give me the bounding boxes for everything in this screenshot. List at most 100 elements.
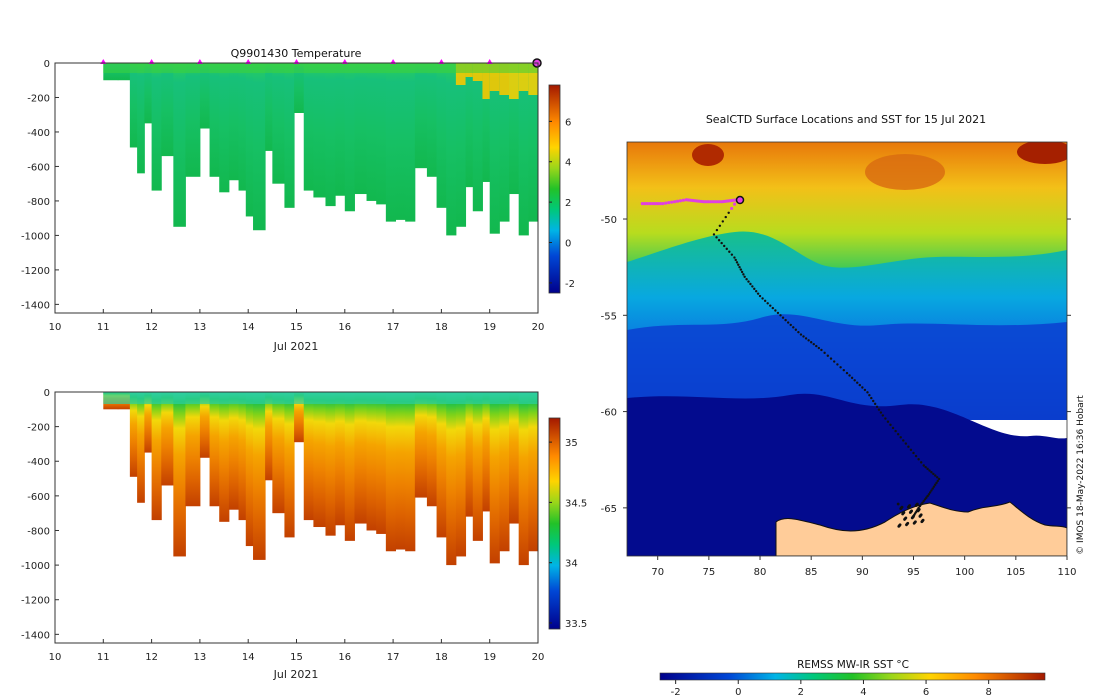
temperature-warm-cap: [455, 63, 467, 85]
seal-cluster-point: [900, 505, 904, 509]
seal-track-point: [776, 311, 780, 315]
salinity-profile-column: [238, 392, 247, 521]
seal-track-point: [711, 200, 715, 204]
seal-track-point: [909, 448, 913, 452]
seal-track-point: [756, 292, 760, 295]
salinity-colorbar-ticks: 33.5 34 34.5 35: [549, 438, 587, 630]
salinity-ytick-label: 0: [44, 388, 50, 399]
map-axes-frame: [626, 141, 1068, 557]
seal-track-point: [922, 499, 925, 503]
map-ytick-label: -50: [601, 215, 617, 226]
seal-track-point: [850, 376, 854, 380]
salinity-profile-column: [265, 392, 273, 481]
seal-track-point: [932, 472, 935, 476]
seal-track-point: [715, 228, 719, 232]
salinity-profile-column: [284, 392, 295, 538]
temperature-profile-column: [265, 63, 273, 151]
map-ytick-label: -55: [601, 311, 617, 322]
seal-track-point: [812, 342, 815, 346]
seal-track-point: [761, 297, 764, 300]
seal-track-point: [926, 494, 929, 498]
seal-track-point: [743, 275, 746, 278]
seal-track-point: [789, 323, 792, 327]
seal-track-point: [868, 394, 871, 397]
seal-track-point: [912, 451, 915, 455]
seal-track-point: [863, 388, 867, 392]
seal-track-point: [884, 417, 887, 420]
seal-track-point: [784, 318, 787, 322]
salinity-profile-column: [366, 392, 377, 531]
salinity-xtick-label: 16: [338, 652, 351, 663]
temperature-profile-column: [137, 63, 145, 174]
salinity-profile-column: [482, 392, 491, 512]
seal-track-point: [730, 206, 734, 211]
antarctica-land: [775, 501, 1067, 556]
salinity-profile-column: [518, 392, 529, 566]
seal-track-point: [702, 200, 706, 204]
seal-track-point: [936, 479, 940, 483]
seal-track-point: [861, 386, 864, 389]
seal-track-point: [817, 346, 821, 350]
seal-track-point: [794, 328, 798, 331]
seal-track-point: [904, 442, 908, 445]
temperature-xtick-label: 17: [387, 322, 400, 333]
seal-track-point: [678, 199, 683, 203]
salinity-profile-column: [376, 392, 387, 534]
salinity-profile-column: [436, 392, 447, 538]
temperature-colorbar-tick-label: 6: [565, 117, 571, 128]
seal-cluster-point: [921, 518, 925, 522]
seal-track-point: [704, 200, 708, 204]
salinity-profile-column: [395, 392, 406, 550]
temperature-warm-cap: [489, 63, 500, 91]
seal-track-point: [771, 306, 775, 310]
temperature-xtick-label: 15: [290, 322, 303, 333]
salinity-xtick-label: 20: [532, 652, 545, 663]
seal-track-point: [873, 402, 877, 406]
temperature-profile-column: [482, 63, 491, 182]
salinity-profile-column: [313, 392, 326, 528]
temperature-y-ticks: 0 -200 -400 -600 -800 -1000 -1200 -1400: [21, 59, 59, 311]
seal-track-point: [896, 433, 900, 436]
seal-track-point: [823, 351, 826, 355]
salinity-profile-column: [185, 392, 201, 507]
seal-track-point: [753, 287, 756, 291]
temperature-profile-column: [528, 63, 538, 222]
seal-track-point: [706, 200, 710, 204]
temperature-colorbar-tick-label: 4: [565, 158, 571, 169]
temperature-xtick-label: 14: [242, 322, 255, 333]
temperature-profile-column: [173, 63, 186, 227]
temperature-profile-column: [313, 63, 326, 198]
temperature-profile-column: [228, 63, 240, 181]
seal-track-point: [742, 273, 745, 276]
seal-track-point: [766, 302, 769, 305]
seal-track-point: [842, 368, 846, 372]
salinity-profile-column: [161, 392, 174, 486]
temperature-profile-column: [455, 63, 467, 227]
salinity-colorbar-tick-label: 34: [565, 559, 578, 570]
salinity-ytick-label: -1400: [21, 630, 50, 641]
temperature-colorbar: [548, 84, 561, 294]
seal-cluster-point: [898, 523, 902, 527]
seal-track-point: [930, 471, 933, 474]
seal-cluster-point: [910, 509, 913, 513]
temperature-panel: Q9901430 Temperature 0 -200 -400 -600 -800 -1…: [21, 47, 575, 353]
salinity-profile-column: [272, 392, 285, 514]
temperature-warm-cap: [518, 63, 529, 91]
seal-track-point: [935, 481, 938, 485]
seal-track-point: [664, 201, 668, 205]
seal-track-point: [923, 498, 927, 501]
temperature-profile-column: [325, 63, 336, 207]
seal-cluster-point: [902, 511, 906, 514]
temperature-profile-column: [284, 63, 295, 208]
salinity-profile-column: [294, 392, 305, 443]
temperature-profile-column: [518, 63, 529, 236]
sst-warm-patch-center: [865, 154, 945, 190]
map-xtick-label: 70: [651, 567, 664, 578]
map-colorbar-tick-label: -2: [671, 687, 681, 698]
salinity-profile-column: [472, 392, 483, 541]
salinity-colorbar-tick-label: 35: [565, 438, 578, 449]
seal-track-point: [739, 268, 743, 271]
seal-track-point: [872, 399, 875, 403]
temperature-xtick-label: 11: [97, 322, 110, 333]
seal-track-point: [845, 371, 849, 375]
